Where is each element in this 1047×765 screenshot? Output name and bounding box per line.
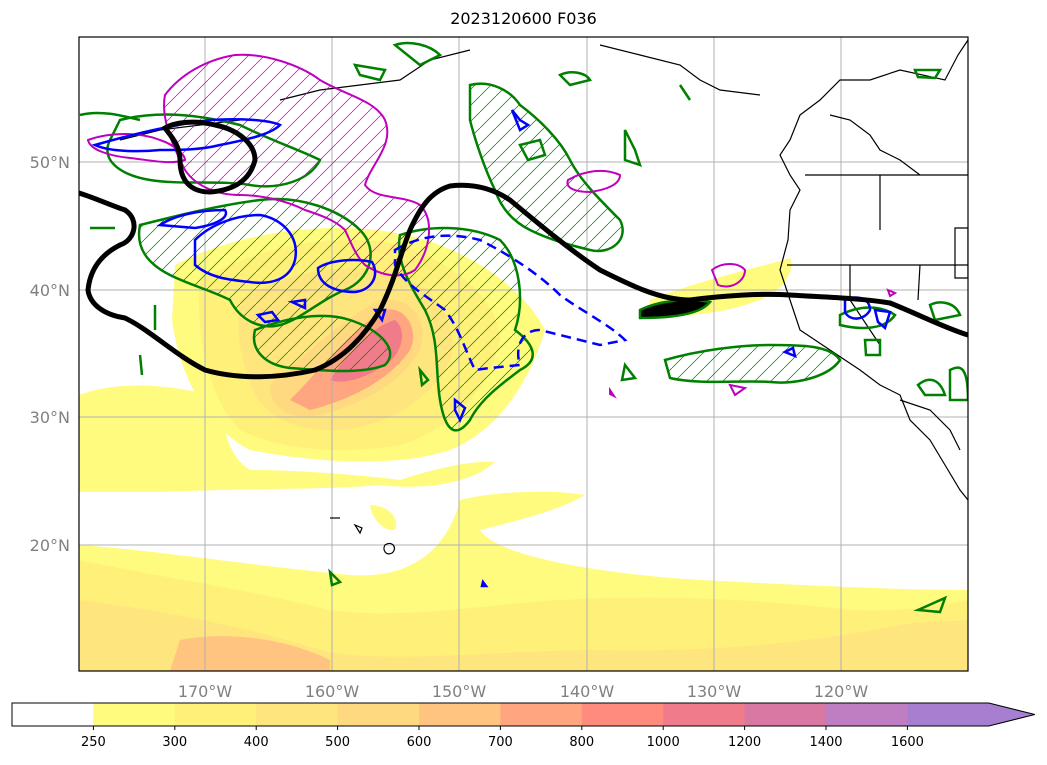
jet-contour bbox=[79, 119, 968, 380]
colorbar-segment bbox=[12, 703, 94, 726]
longitude-labels: 170°W 160°W 150°W 140°W 130°W 120°W bbox=[178, 682, 869, 701]
lon-label-150w: 150°W bbox=[432, 682, 487, 701]
colorbar-segment bbox=[907, 703, 990, 726]
latitude-labels: 50°N 40°N 30°N 20°N bbox=[30, 153, 70, 555]
map-title: 2023120600 F036 bbox=[450, 9, 597, 28]
magenta-contours bbox=[86, 53, 898, 399]
colorbar-tick-label: 700 bbox=[488, 735, 513, 750]
colorbar-tick-label: 1000 bbox=[647, 735, 680, 750]
lon-label-160w: 160°W bbox=[305, 682, 360, 701]
colorbar-tick-label: 500 bbox=[325, 735, 350, 750]
map-frame bbox=[78, 36, 969, 672]
lat-label-50: 50°N bbox=[30, 153, 70, 172]
lat-label-20: 20°N bbox=[30, 536, 70, 555]
colorbar bbox=[11, 702, 1035, 727]
colorbar-tick-label: 300 bbox=[162, 735, 187, 750]
colorbar-segment bbox=[419, 703, 501, 726]
colorbar-segment bbox=[744, 703, 827, 726]
colorbar-tick-label: 1400 bbox=[809, 735, 842, 750]
colorbar-segment bbox=[500, 703, 583, 726]
colorbar-segment bbox=[581, 703, 664, 726]
colorbar-tick-label: 250 bbox=[81, 735, 106, 750]
colorbar-tick-label: 400 bbox=[244, 735, 269, 750]
lat-label-30: 30°N bbox=[30, 408, 70, 427]
green-contours bbox=[79, 41, 968, 614]
colorbar-ticks: 250 300 400 500 600 700 800 1000 1200 1400 1600 bbox=[81, 726, 924, 750]
colorbar-segment bbox=[337, 703, 420, 726]
lon-label-130w: 130°W bbox=[687, 682, 742, 701]
colorbar-tick-label: 1200 bbox=[728, 735, 761, 750]
colorbar-segment bbox=[663, 703, 746, 726]
colorbar-segment bbox=[174, 703, 257, 726]
lon-label-120w: 120°W bbox=[814, 682, 869, 701]
colorbar-tick-label: 600 bbox=[407, 735, 432, 750]
colorbar-tick-label: 800 bbox=[569, 735, 594, 750]
colorbar-segment bbox=[93, 703, 176, 726]
colorbar-segment bbox=[256, 703, 339, 726]
colorbar-segment bbox=[826, 703, 908, 726]
colorbar-outline bbox=[11, 702, 1035, 727]
colorbar-extend-arrow bbox=[988, 703, 1035, 726]
colorbar-tick-label: 1600 bbox=[891, 735, 924, 750]
lon-label-140w: 140°W bbox=[560, 682, 615, 701]
lon-label-170w: 170°W bbox=[178, 682, 233, 701]
map-content bbox=[79, 37, 968, 671]
lat-label-40: 40°N bbox=[30, 281, 70, 300]
